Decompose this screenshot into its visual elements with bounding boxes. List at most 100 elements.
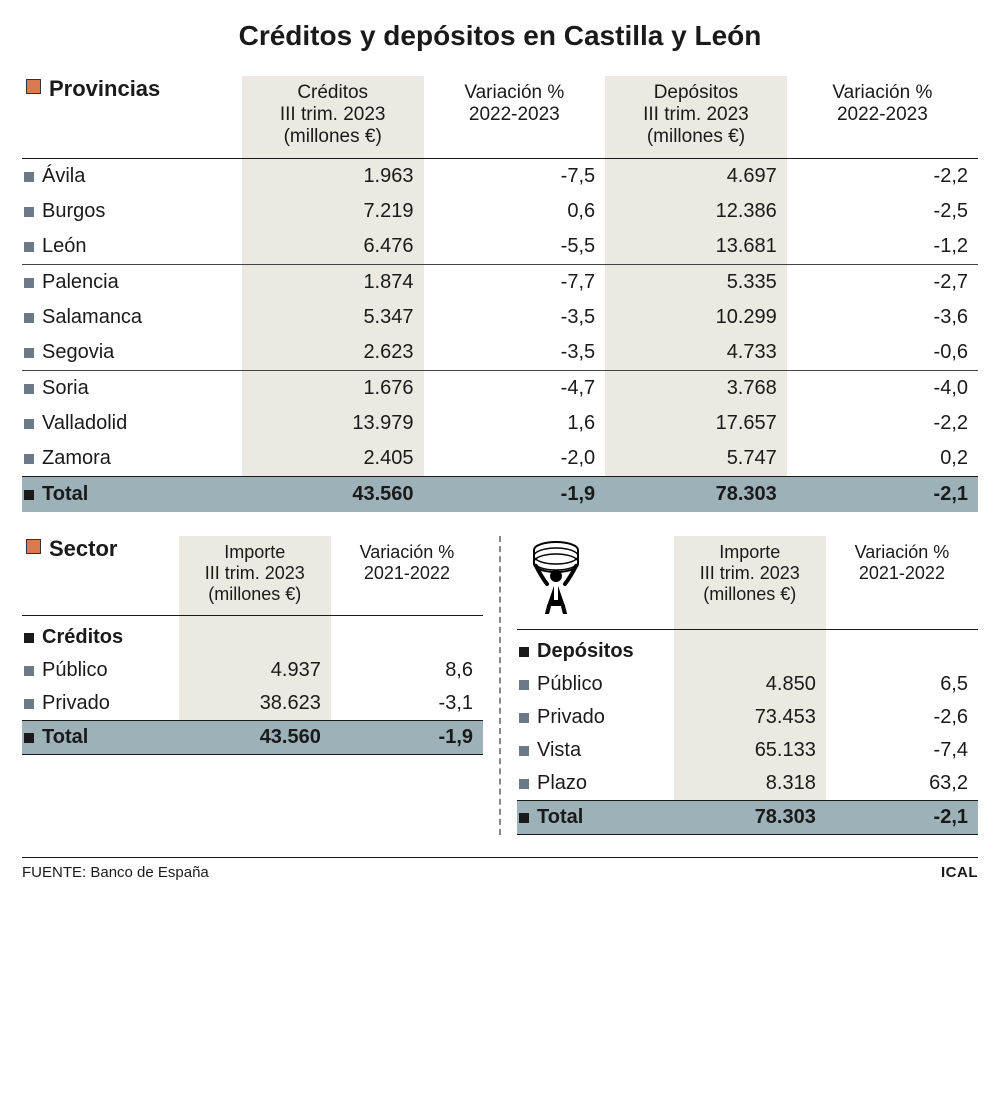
- var-creditos-value: -3,5: [424, 335, 606, 371]
- row-bullet-icon: [24, 666, 34, 676]
- importe-value: 4.937: [179, 654, 331, 687]
- province-name: Soria: [42, 377, 89, 399]
- row-bullet-icon: [519, 813, 529, 823]
- creditos-value: 7.219: [242, 194, 424, 229]
- depositos-value: 12.386: [605, 194, 787, 229]
- creditos-value: 1.874: [242, 265, 424, 301]
- col-header: III trim. 2023: [678, 563, 822, 584]
- section-bullet-icon: [26, 539, 41, 554]
- depositos-value: 10.299: [605, 300, 787, 335]
- row-bullet-icon: [24, 490, 34, 500]
- var-value: 63,2: [826, 767, 978, 801]
- col-header: (millones €): [246, 126, 420, 148]
- province-name: Salamanca: [42, 306, 142, 328]
- sector-left-table: Sector Importe III trim. 2023 (millones …: [22, 536, 483, 755]
- row-bullet-icon: [519, 680, 529, 690]
- var-creditos-value: -2,0: [424, 441, 606, 477]
- total-label: Total: [537, 806, 583, 828]
- depositos-value: 5.747: [605, 441, 787, 477]
- row-bullet-icon: [24, 348, 34, 358]
- col-header: III trim. 2023: [183, 563, 327, 584]
- table-row: Privado73.453-2,6: [517, 701, 978, 734]
- deposits-figure-icon: [521, 536, 591, 614]
- row-label: Plazo: [537, 772, 587, 794]
- var-creditos-total: -1,9: [424, 477, 606, 513]
- var-creditos-value: -5,5: [424, 229, 606, 265]
- creditos-value: 1.963: [242, 159, 424, 195]
- province-name: Zamora: [42, 447, 111, 469]
- table-row: Valladolid13.9791,617.657-2,2: [22, 406, 978, 441]
- row-bullet-icon: [24, 172, 34, 182]
- col-header: Importe: [183, 542, 327, 563]
- row-bullet-icon: [24, 699, 34, 709]
- col-header: III trim. 2023: [246, 104, 420, 126]
- var-value: -7,4: [826, 734, 978, 767]
- depositos-value: 5.335: [605, 265, 787, 301]
- var-value: 6,5: [826, 668, 978, 701]
- importe-total: 78.303: [674, 801, 826, 835]
- total-label: Total: [42, 483, 88, 505]
- importe-value: 65.133: [674, 734, 826, 767]
- sector-right-table: Importe III trim. 2023 (millones €) Vari…: [517, 536, 978, 835]
- col-header: Variación %: [791, 82, 974, 104]
- subhead-row: Depósitos: [517, 630, 978, 669]
- row-label: Privado: [537, 706, 605, 728]
- creditos-value: 5.347: [242, 300, 424, 335]
- table-row: Soria1.676-4,73.768-4,0: [22, 371, 978, 407]
- col-header: Créditos: [246, 82, 420, 104]
- var-depositos-value: -1,2: [787, 229, 978, 265]
- provinces-table: Provincias Créditos III trim. 2023 (mill…: [22, 76, 978, 512]
- sector-section-label: Sector: [49, 536, 117, 562]
- col-header: (millones €): [678, 584, 822, 605]
- table-row: Palencia1.874-7,75.335-2,7: [22, 265, 978, 301]
- depositos-value: 13.681: [605, 229, 787, 265]
- var-value: -3,1: [331, 687, 483, 721]
- depositos-value: 17.657: [605, 406, 787, 441]
- creditos-value: 2.405: [242, 441, 424, 477]
- row-label: Vista: [537, 739, 581, 761]
- depositos-total: 78.303: [605, 477, 787, 513]
- table-row: Burgos7.2190,612.386-2,5: [22, 194, 978, 229]
- col-header: Variación %: [335, 542, 479, 563]
- table-row: Plazo8.31863,2: [517, 767, 978, 801]
- table-row: Salamanca5.347-3,510.299-3,6: [22, 300, 978, 335]
- table-row: Privado38.623-3,1: [22, 687, 483, 721]
- section-bullet-icon: [26, 79, 41, 94]
- table-row: Público4.8506,5: [517, 668, 978, 701]
- importe-total: 43.560: [179, 721, 331, 755]
- var-depositos-value: 0,2: [787, 441, 978, 477]
- var-value: 8,6: [331, 654, 483, 687]
- var-depositos-value: -2,2: [787, 159, 978, 195]
- var-creditos-value: 1,6: [424, 406, 606, 441]
- col-header: 2021-2022: [335, 563, 479, 584]
- row-bullet-icon: [24, 633, 34, 643]
- row-bullet-icon: [519, 713, 529, 723]
- col-header: 2022-2023: [791, 104, 974, 126]
- col-header: Variación %: [428, 82, 602, 104]
- province-name: Segovia: [42, 341, 114, 363]
- row-label: Público: [537, 673, 603, 695]
- province-name: León: [42, 235, 87, 257]
- var-total: -2,1: [826, 801, 978, 835]
- row-bullet-icon: [24, 454, 34, 464]
- province-name: Burgos: [42, 200, 105, 222]
- table-row: Público4.9378,6: [22, 654, 483, 687]
- col-header: Depósitos: [609, 82, 783, 104]
- table-row: Segovia2.623-3,54.733-0,6: [22, 335, 978, 371]
- source-label: FUENTE:: [22, 864, 86, 881]
- agency-credit: ICAL: [941, 864, 978, 881]
- total-row: Total 78.303-2,1: [517, 801, 978, 835]
- var-depositos-value: -2,5: [787, 194, 978, 229]
- var-creditos-value: -7,5: [424, 159, 606, 195]
- table-row: Zamora 2.405-2,05.7470,2: [22, 441, 978, 477]
- depositos-value: 4.733: [605, 335, 787, 371]
- source-name: Banco de España: [90, 864, 208, 881]
- creditos-value: 1.676: [242, 371, 424, 407]
- page-title: Créditos y depósitos en Castilla y León: [22, 20, 978, 52]
- subhead-label: Créditos: [42, 626, 123, 648]
- col-header: Variación %: [830, 542, 974, 563]
- total-label: Total: [42, 726, 88, 748]
- total-row: Total43.560-1,9: [22, 721, 483, 755]
- col-header: 2022-2023: [428, 104, 602, 126]
- footer: FUENTE: Banco de España ICAL: [22, 857, 978, 881]
